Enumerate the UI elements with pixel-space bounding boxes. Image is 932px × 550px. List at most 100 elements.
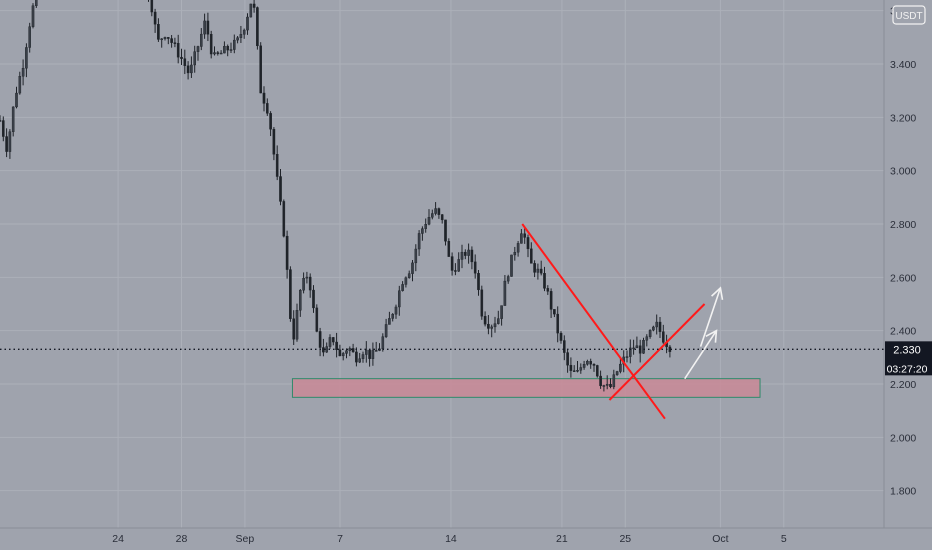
candle [25, 43, 28, 78]
candle [434, 202, 437, 216]
candle [424, 218, 428, 233]
candle [450, 252, 454, 276]
candle [28, 22, 32, 53]
candle-countdown: 03:27:20 [887, 363, 928, 375]
candle [328, 334, 332, 349]
candle [440, 214, 444, 224]
candle [292, 310, 296, 346]
candle [170, 35, 173, 48]
time-tick-label: 14 [445, 533, 457, 545]
price-tick-label: 3.000 [890, 166, 916, 178]
candle [506, 274, 510, 284]
candle [226, 44, 230, 57]
candle [384, 318, 388, 339]
time-tick-label: 7 [337, 533, 343, 545]
candle [658, 317, 662, 339]
candle [589, 358, 592, 369]
candle [388, 311, 391, 325]
candle [166, 37, 170, 45]
time-tick-label: 21 [556, 533, 568, 545]
candle [246, 13, 249, 35]
candle [569, 357, 573, 378]
candle [269, 111, 272, 137]
forecast-arrows [684, 286, 724, 380]
candle [563, 335, 566, 361]
price-tick-label: 2.800 [890, 219, 916, 231]
forecast-arrow[interactable] [699, 286, 724, 347]
candle [190, 56, 193, 78]
candle [530, 242, 533, 264]
time-tick-label: 5 [781, 533, 787, 545]
candle [483, 311, 487, 327]
candle [619, 358, 622, 374]
support-zone-box [291, 378, 761, 398]
time-tick-label: Sep [236, 533, 255, 545]
time-axis[interactable]: 24 28 Sep 7 14 21 25 Oct 5 [112, 533, 787, 545]
candle [467, 243, 470, 264]
candle [242, 28, 246, 39]
candle [199, 28, 203, 51]
time-tick-label: Oct [712, 533, 728, 545]
candle [223, 41, 226, 54]
price-tick-label: 3.200 [890, 112, 916, 124]
candle [206, 12, 210, 42]
candle [516, 241, 520, 257]
candle [219, 50, 223, 55]
candle [493, 316, 497, 333]
price-axis[interactable]: 3.6003.4003.2003.0002.8002.6002.4002.200… [890, 6, 916, 498]
candle [289, 266, 292, 322]
candle [0, 115, 2, 122]
candle [460, 244, 464, 269]
candle [15, 86, 18, 109]
candle [437, 207, 441, 219]
candle [602, 384, 606, 392]
candle [196, 45, 200, 61]
candle [457, 252, 461, 272]
currency-badge-label: USDT [895, 11, 922, 22]
candles [0, 0, 672, 392]
candle [216, 50, 220, 56]
candle [625, 350, 629, 363]
candle [510, 254, 513, 277]
price-gridlines [0, 10, 884, 492]
forecast-arrow[interactable] [684, 329, 718, 380]
candle [180, 48, 183, 66]
candle [285, 230, 289, 279]
trendline[interactable] [608, 303, 706, 401]
price-tick-label: 2.400 [890, 326, 916, 338]
price-tick-label: 2.200 [890, 379, 916, 391]
candle [394, 304, 398, 319]
time-tick-label: 24 [112, 533, 124, 545]
candle [153, 8, 157, 33]
candle [414, 244, 418, 272]
candle [345, 348, 348, 359]
candle [31, 3, 35, 29]
candle [259, 42, 263, 94]
candle [497, 310, 500, 325]
candle [612, 369, 616, 390]
trendline[interactable] [521, 223, 666, 420]
last-price-value: 2.330 [893, 344, 921, 356]
candle [325, 342, 329, 353]
candle [391, 313, 395, 322]
candle [355, 347, 358, 367]
candle [305, 271, 309, 284]
candle [520, 229, 523, 244]
candle [302, 272, 305, 294]
candle [18, 71, 22, 95]
currency-badge[interactable]: USDT [892, 5, 926, 25]
candle [8, 129, 12, 159]
candle [648, 329, 652, 339]
candle [549, 288, 553, 318]
candle [348, 346, 352, 357]
candle [411, 259, 414, 282]
candle [579, 363, 583, 374]
candle [341, 351, 345, 361]
candle [398, 285, 401, 316]
candle [282, 199, 286, 238]
candle [272, 127, 276, 161]
candle [642, 337, 645, 354]
candle [213, 46, 216, 56]
candle [553, 309, 556, 318]
